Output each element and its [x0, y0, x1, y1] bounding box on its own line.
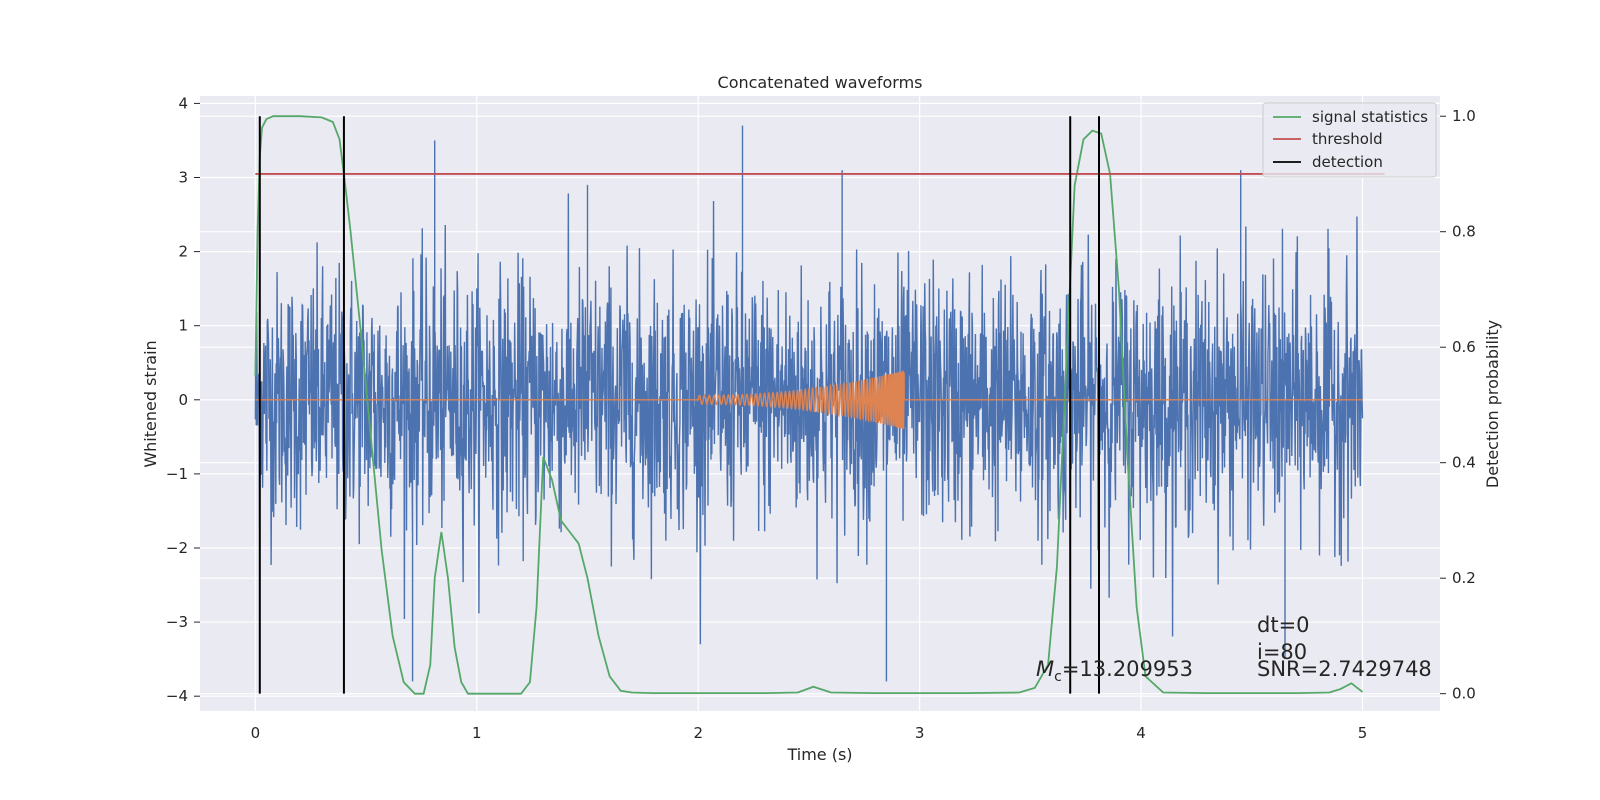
x-tick-label: 1 [472, 724, 482, 742]
x-axis-label: Time (s) [786, 745, 852, 764]
legend-label-threshold: threshold [1312, 130, 1383, 148]
y-axis-ticks: −4 −3 −2 −1 0 1 2 3 4 [166, 94, 200, 705]
annotation-mc: Mc=13.209953 [1036, 657, 1193, 685]
x-tick-label: 3 [915, 724, 925, 742]
x-tick-label: 5 [1358, 724, 1368, 742]
y2-tick-label: 0.6 [1452, 338, 1476, 356]
y-tick-label: −1 [166, 465, 188, 483]
y2-axis-ticks: 0.0 0.2 0.4 0.6 0.8 1.0 [1440, 107, 1476, 703]
strain-series-line [254, 125, 1364, 682]
y2-tick-label: 0.0 [1452, 685, 1476, 703]
y-tick-label: 1 [178, 317, 188, 335]
legend-box [1262, 102, 1437, 178]
legend-label-signal-statistics: signal statistics [1312, 108, 1428, 126]
y2-axis-label: Detection probability [1483, 320, 1502, 488]
y2-tick-label: 0.2 [1452, 569, 1476, 587]
y-tick-label: 4 [178, 94, 188, 112]
y-tick-label: −2 [166, 539, 188, 557]
y-tick-label: −3 [166, 613, 188, 631]
y-tick-label: −4 [166, 687, 188, 705]
waveform-series-line [255, 370, 1363, 429]
y-tick-label: 0 [178, 391, 188, 409]
y-tick-label: 3 [178, 169, 188, 187]
annotation-mc-symbol: M [1036, 657, 1054, 681]
y2-tick-label: 0.4 [1452, 454, 1476, 472]
y2-tick-label: 0.8 [1452, 223, 1476, 241]
legend-label-detection: detection [1312, 153, 1383, 171]
x-tick-label: 2 [693, 724, 703, 742]
y2-tick-label: 1.0 [1452, 107, 1476, 125]
plot-area [254, 115, 1385, 695]
x-tick-label: 4 [1136, 724, 1146, 742]
x-tick-label: 0 [251, 724, 261, 742]
annotation-mc-value: =13.209953 [1062, 657, 1193, 681]
chart-title: Concatenated waveforms [718, 73, 923, 92]
y-tick-label: 2 [178, 243, 188, 261]
y-axis-label: Whitened strain [141, 340, 160, 467]
annotation-mc-subscript: c [1054, 669, 1062, 685]
x-axis-ticks: 0 1 2 3 4 5 [251, 724, 1368, 742]
legend: signal statistics threshold detection [1262, 102, 1437, 178]
annotation-snr: SNR=2.7429748 [1257, 657, 1432, 681]
annotation-dt: dt=0 [1257, 613, 1310, 637]
detection-lines [258, 116, 1100, 694]
annotation-i: i=80 [1257, 640, 1307, 664]
signal-statistics-series-line [254, 115, 1364, 695]
